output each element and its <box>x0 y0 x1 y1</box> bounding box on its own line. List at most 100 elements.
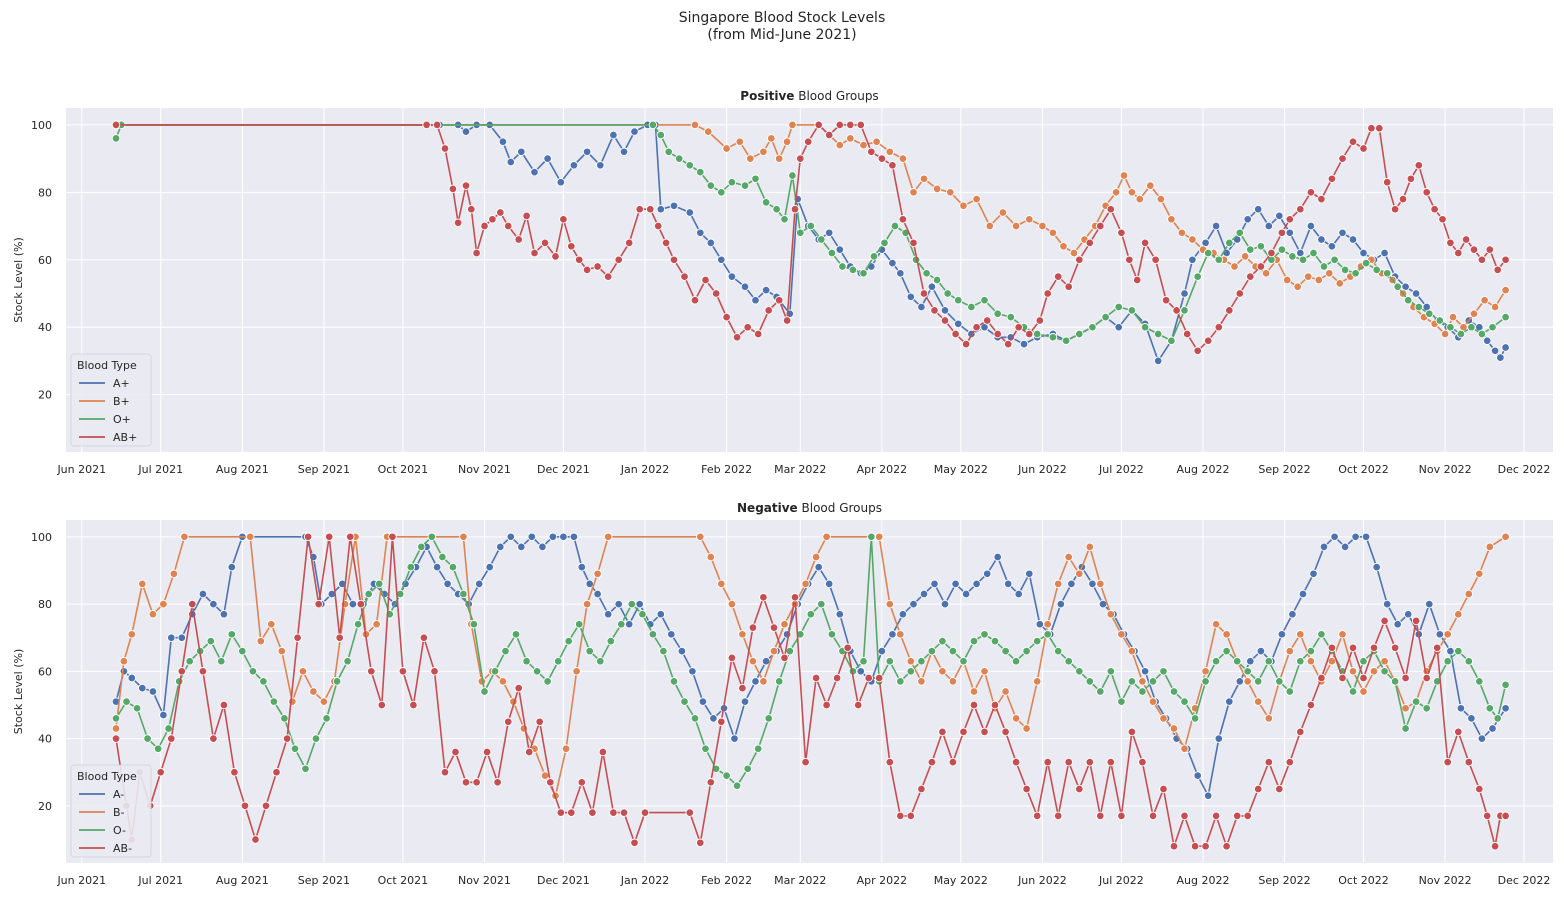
data-point <box>1446 646 1455 656</box>
data-point <box>322 714 331 723</box>
data-point <box>227 630 237 639</box>
data-point <box>1469 245 1479 254</box>
data-point <box>1064 552 1073 562</box>
data-point <box>227 562 237 572</box>
data-point <box>1114 322 1123 332</box>
data-point <box>1485 245 1495 254</box>
data-point <box>1501 680 1510 690</box>
data-point <box>596 161 605 170</box>
legend-entry: A+ <box>113 377 130 390</box>
data-point <box>1188 235 1197 244</box>
data-point <box>1106 757 1116 767</box>
data-point <box>740 181 750 190</box>
data-point <box>1001 687 1010 696</box>
data-point <box>874 673 884 683</box>
data-point <box>740 282 750 291</box>
data-point <box>972 322 981 332</box>
data-point <box>1411 289 1421 298</box>
data-point <box>759 147 768 157</box>
data-point <box>732 781 742 790</box>
data-point <box>219 700 229 710</box>
data-point <box>1359 656 1368 666</box>
data-point <box>1485 704 1495 713</box>
data-point <box>896 630 905 639</box>
data-point <box>859 140 868 150</box>
data-point <box>517 147 526 157</box>
data-point <box>364 589 373 599</box>
data-point <box>661 238 671 248</box>
y-tick-label: 100 <box>31 531 52 544</box>
series-O- <box>111 532 1510 790</box>
data-point <box>1298 255 1308 265</box>
x-tick-label: Sep 2021 <box>298 874 350 887</box>
data-point <box>177 667 187 676</box>
data-point <box>261 801 271 811</box>
data-point <box>1201 667 1210 676</box>
y-tick-label: 100 <box>31 119 52 132</box>
data-point <box>669 201 679 211</box>
x-tick-label: Dec 2022 <box>1498 874 1551 887</box>
data-point <box>1106 667 1116 676</box>
data-point <box>593 262 602 271</box>
data-point <box>732 333 742 342</box>
data-point <box>474 579 484 589</box>
data-point <box>1461 235 1471 244</box>
data-point <box>577 778 587 787</box>
data-point <box>559 215 568 224</box>
data-point <box>1482 811 1492 821</box>
data-point <box>1414 161 1424 170</box>
data-point <box>1161 295 1171 305</box>
data-point <box>1075 569 1084 579</box>
data-point <box>846 120 855 130</box>
data-point <box>785 646 795 656</box>
data-point <box>948 677 958 686</box>
data-point <box>1243 811 1252 821</box>
data-point <box>1264 221 1274 231</box>
data-point <box>453 218 463 227</box>
x-tick-label: Oct 2021 <box>378 874 429 887</box>
data-point <box>469 619 479 629</box>
data-point <box>1327 174 1337 184</box>
data-point <box>432 562 442 572</box>
data-point <box>1240 252 1250 261</box>
data-point <box>627 599 637 609</box>
data-point <box>1432 643 1442 653</box>
data-point <box>751 174 760 184</box>
data-point <box>1180 289 1189 298</box>
data-point <box>1096 687 1105 696</box>
data-point <box>1475 784 1484 794</box>
data-point <box>1022 784 1031 794</box>
data-point <box>301 764 310 774</box>
data-point <box>409 700 418 710</box>
data-point <box>990 636 1000 646</box>
data-point <box>1096 221 1105 231</box>
data-point <box>1303 272 1313 281</box>
data-point <box>630 127 639 136</box>
data-point <box>1361 532 1371 542</box>
data-point <box>730 734 739 743</box>
data-point <box>1253 204 1263 214</box>
data-point <box>1496 353 1505 362</box>
x-tick-label: Dec 2021 <box>537 463 590 476</box>
data-point <box>206 636 216 646</box>
data-point <box>1153 356 1163 366</box>
data-point <box>438 552 447 562</box>
data-point <box>1117 630 1126 639</box>
x-tick-label: Dec 2022 <box>1498 463 1551 476</box>
data-point <box>353 619 363 629</box>
legend-entry: B- <box>113 806 125 819</box>
data-point <box>727 177 737 187</box>
data-point <box>888 630 897 639</box>
data-point <box>948 757 958 767</box>
data-point <box>972 194 981 204</box>
data-point <box>1106 204 1116 214</box>
data-point <box>906 811 916 821</box>
data-point <box>767 134 776 143</box>
plot-area <box>66 108 1553 452</box>
data-point <box>1035 316 1045 325</box>
data-point <box>961 589 971 599</box>
data-point <box>609 130 618 140</box>
data-point <box>909 188 918 197</box>
data-point <box>814 120 823 130</box>
data-point <box>1264 757 1274 767</box>
